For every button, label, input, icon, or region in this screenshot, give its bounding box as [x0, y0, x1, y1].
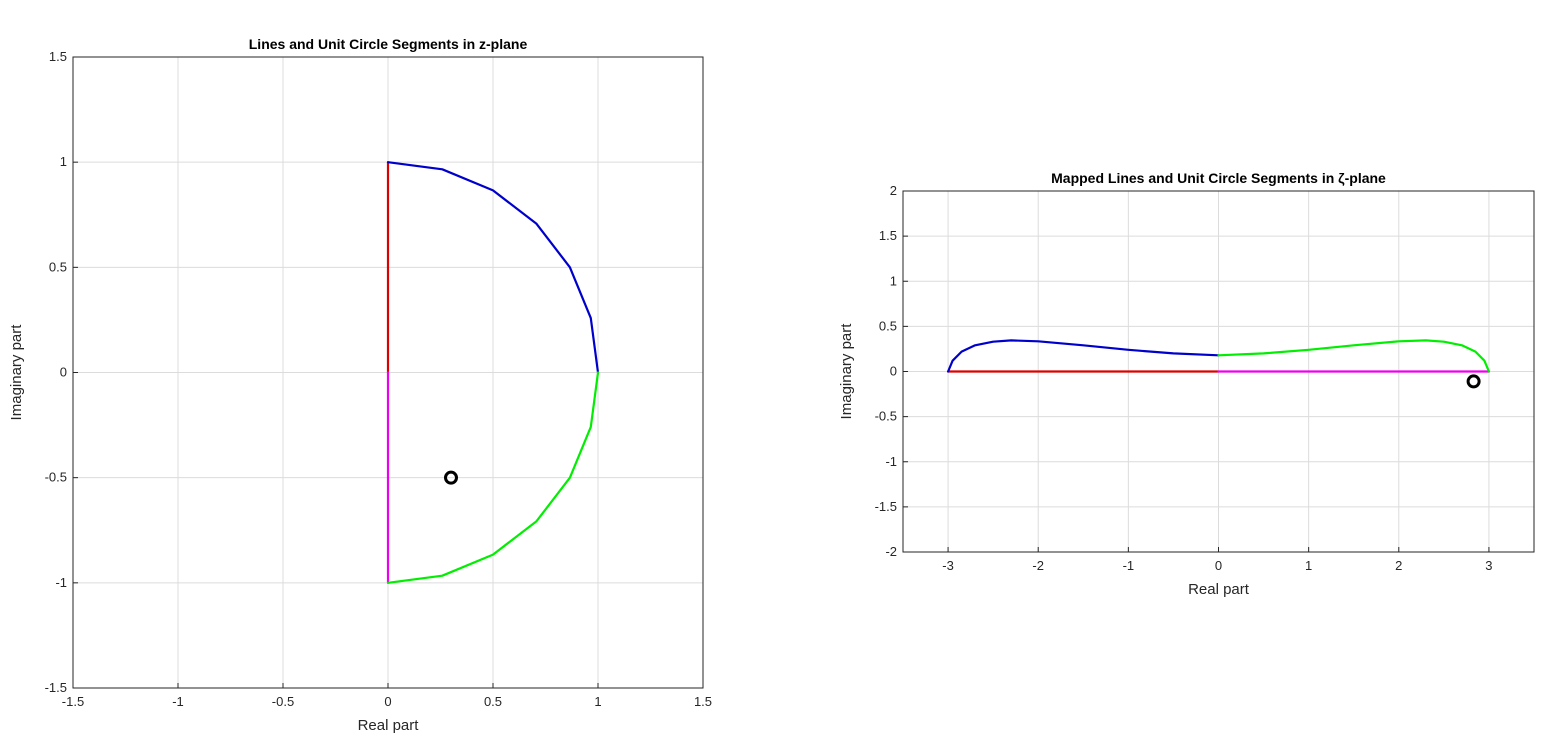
- x-tick-label: 1.5: [694, 694, 712, 709]
- series-line: [386, 161, 600, 374]
- y-tick-label: -1: [55, 575, 67, 590]
- data-point-marker: [1466, 374, 1481, 389]
- x-tick-label: -1: [1123, 558, 1135, 573]
- y-tick-label: -0.5: [45, 470, 67, 485]
- chart-title: Mapped Lines and Unit Circle Segments in…: [1051, 170, 1386, 186]
- y-tick-label: -2: [885, 544, 897, 559]
- y-tick-label: 0: [890, 364, 897, 379]
- x-tick-label: -3: [942, 558, 954, 573]
- x-tick-label: 2: [1395, 558, 1402, 573]
- y-axis-label: Imaginary part: [838, 323, 855, 420]
- y-tick-label: -0.5: [875, 409, 897, 424]
- y-tick-label: 0.5: [879, 318, 897, 333]
- y-tick-label: 1.5: [49, 49, 67, 64]
- y-tick-label: 2: [890, 183, 897, 198]
- x-tick-label: -2: [1032, 558, 1044, 573]
- y-tick-label: 0.5: [49, 259, 67, 274]
- x-tick-label: 0: [1215, 558, 1222, 573]
- series-line: [1217, 339, 1491, 373]
- y-tick-label: -1.5: [45, 680, 67, 695]
- x-tick-label: 0: [384, 694, 391, 709]
- x-tick-label: 0.5: [484, 694, 502, 709]
- y-tick-label: 1: [60, 154, 67, 169]
- data-point-marker: [444, 470, 458, 485]
- y-tick-labels: -2 -1.5 -1 -0.5 0 0.5 1 1.5 2: [875, 183, 908, 559]
- x-tick-label: -0.5: [272, 694, 294, 709]
- x-tick-label: 3: [1485, 558, 1492, 573]
- y-axis-label: Imaginary part: [8, 324, 25, 421]
- x-tick-label: 1: [1305, 558, 1312, 573]
- y-tick-label: 0: [60, 365, 67, 380]
- x-tick-labels: -1.5 -1 -0.5 0 0.5 1 1.5: [62, 683, 712, 709]
- x-tick-label: -1.5: [62, 694, 84, 709]
- series-group: [946, 339, 1491, 373]
- chart-zeta-plane: -3 -2 -1 0 1 2 3 -2 -1.5 -1 -0.5 0 0.5 1 1.5 2 Mapped …: [838, 170, 1535, 598]
- x-tick-label: 1: [594, 694, 601, 709]
- series-line: [386, 371, 600, 584]
- y-tick-label: 1: [890, 273, 897, 288]
- x-axis-label: Real part: [1188, 581, 1250, 598]
- x-tick-label: -1: [172, 694, 184, 709]
- y-tick-labels: -1.5 -1 -0.5 0 0.5 1 1.5: [45, 49, 78, 695]
- chart-title: Lines and Unit Circle Segments in z-plan…: [249, 36, 528, 52]
- y-tick-label: 1.5: [879, 228, 897, 243]
- x-tick-labels: -3 -2 -1 0 1 2 3: [942, 547, 1493, 573]
- y-tick-label: -1: [885, 454, 897, 469]
- series-group: [386, 161, 600, 584]
- x-axis-label: Real part: [358, 717, 420, 734]
- chart-z-plane: -1.5 -1 -0.5 0 0.5 1 1.5 -1.5 -1 -0.5 0 0.5 1 1.5 Li…: [8, 36, 712, 734]
- marker-group: [1466, 374, 1481, 389]
- marker-group: [444, 470, 458, 485]
- series-line: [946, 339, 1220, 373]
- y-tick-label: -1.5: [875, 499, 897, 514]
